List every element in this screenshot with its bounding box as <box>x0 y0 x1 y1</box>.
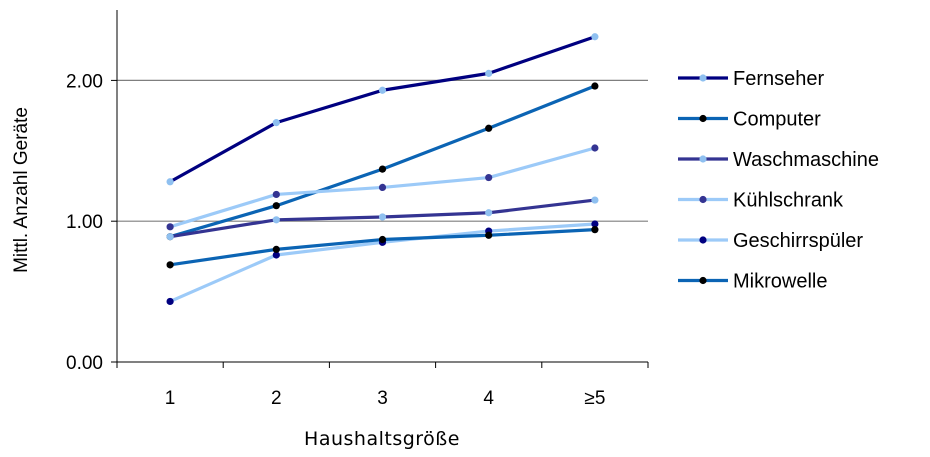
x-tick-label: 3 <box>377 388 388 409</box>
y-tick-label: 1.00 <box>66 212 103 233</box>
data-point <box>485 231 493 239</box>
series-line <box>169 228 595 267</box>
legend: Fernseher Computer Waschmaschine Kühlschran… <box>678 68 879 293</box>
data-point <box>272 216 280 224</box>
data-point <box>166 261 174 269</box>
legend-marker <box>699 276 707 285</box>
x-tick-labels: 1 2 3 4 ≥5 <box>165 388 606 409</box>
data-point <box>591 220 599 228</box>
legend-label: Computer <box>733 109 821 131</box>
data-point <box>591 144 599 152</box>
legend-item: Geschirrspüler <box>678 230 863 252</box>
y-axis-label: Mittl. Anzahl Geräte <box>11 107 32 273</box>
data-point <box>378 235 387 244</box>
x-tick-label: 4 <box>483 388 494 409</box>
x-tick-label: 1 <box>165 388 176 409</box>
legend-marker <box>699 74 707 82</box>
series-waschmaschine <box>166 196 599 241</box>
legend-item: Mikrowelle <box>678 271 827 293</box>
data-point <box>166 233 174 241</box>
y-tick-label: 2.00 <box>66 71 103 92</box>
legend-item: Fernseher <box>678 68 824 90</box>
data-point <box>485 209 493 217</box>
data-point <box>272 190 280 199</box>
data-point <box>591 226 599 234</box>
legend-marker <box>699 155 707 163</box>
legend-label: Mikrowelle <box>733 271 827 293</box>
data-point <box>378 183 387 192</box>
data-point <box>591 33 599 41</box>
legend-marker <box>699 114 707 123</box>
data-point <box>378 213 387 221</box>
legend-marker <box>699 236 707 244</box>
series-mikrowelle <box>166 226 599 269</box>
legend-item: Computer <box>678 109 821 131</box>
y-tick-label: 0.00 <box>66 353 103 374</box>
data-point <box>272 119 280 127</box>
data-point <box>485 173 493 182</box>
data-point <box>272 245 280 253</box>
data-point <box>272 251 280 259</box>
data-point <box>378 86 387 94</box>
data-point <box>166 223 174 231</box>
data-point <box>591 196 599 204</box>
data-point <box>272 202 280 210</box>
legend-item: Kühlschrank <box>678 190 844 212</box>
series-line <box>169 35 596 184</box>
series-kühlschrank <box>166 144 599 231</box>
legend-item: Waschmaschine <box>678 149 879 171</box>
gridlines <box>117 79 648 222</box>
x-axis-label: Haushaltsgröße <box>304 428 460 450</box>
series-fernseher <box>166 33 599 186</box>
x-tick-label: 2 <box>271 388 282 409</box>
data-point <box>378 165 387 173</box>
legend-label: Kühlschrank <box>733 190 844 212</box>
series-line <box>169 222 596 303</box>
data-point <box>485 69 493 77</box>
series-lines <box>166 33 599 306</box>
legend-marker <box>699 195 707 204</box>
legend-label: Waschmaschine <box>733 149 879 171</box>
data-point <box>166 178 174 186</box>
legend-label: Fernseher <box>733 68 824 90</box>
data-point <box>591 82 599 90</box>
legend-label: Geschirrspüler <box>733 230 863 252</box>
data-point <box>166 297 174 306</box>
y-tick-labels: 0.00 1.00 2.00 <box>66 71 103 374</box>
data-point <box>485 124 493 132</box>
x-tick-label: ≥5 <box>584 388 605 409</box>
axes <box>111 10 649 368</box>
